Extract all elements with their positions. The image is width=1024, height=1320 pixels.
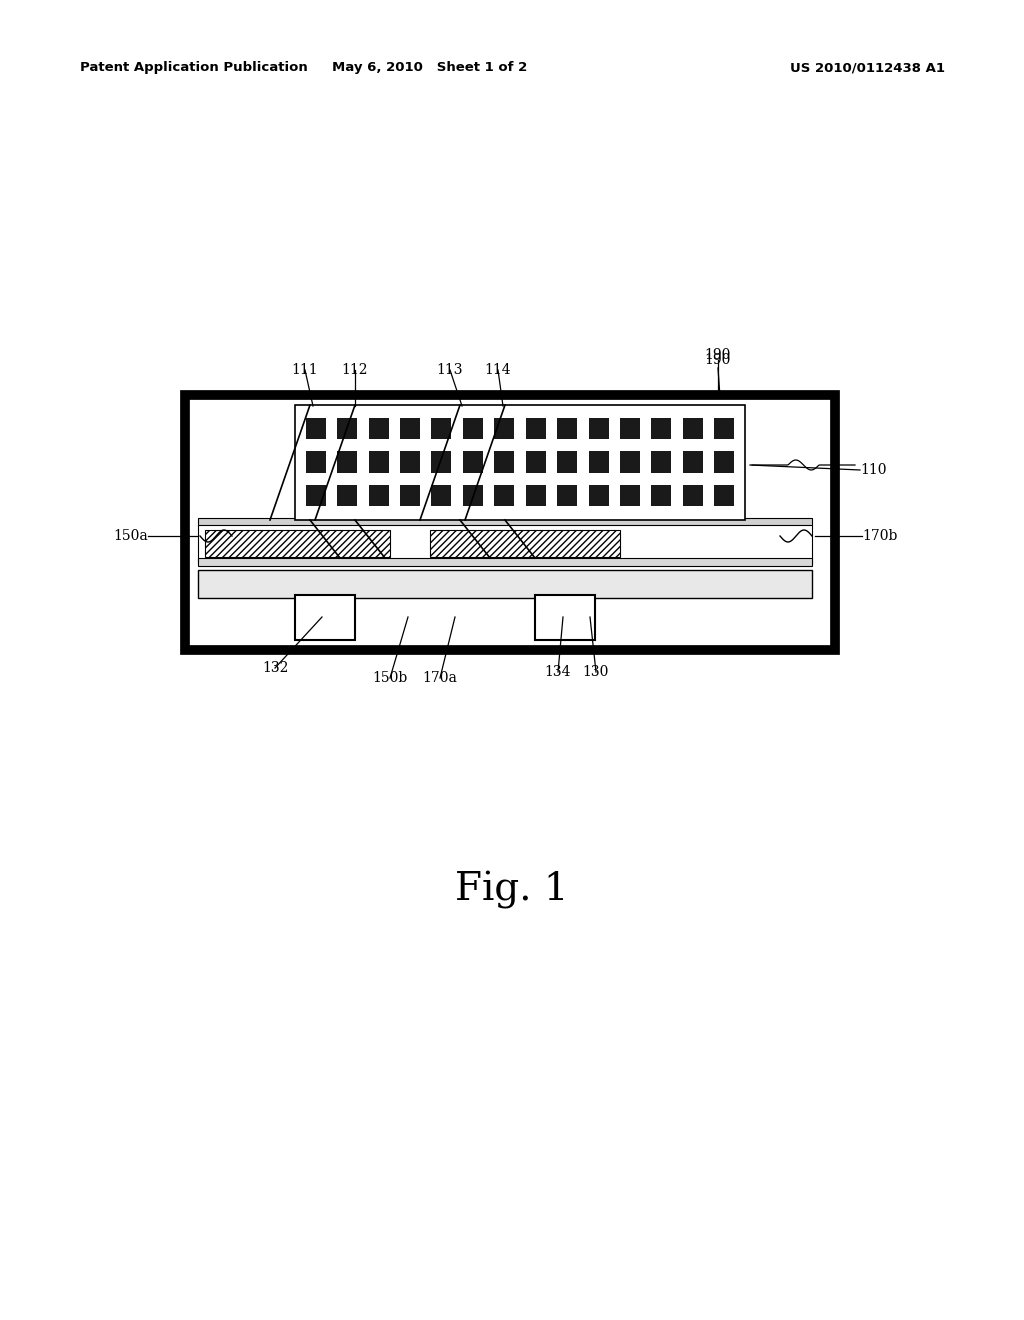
Bar xyxy=(337,418,357,440)
Text: 111: 111 xyxy=(292,363,318,378)
Bar xyxy=(305,484,326,506)
Bar xyxy=(305,451,326,473)
Bar xyxy=(337,451,357,473)
Bar xyxy=(400,484,420,506)
Bar xyxy=(463,451,483,473)
Bar xyxy=(683,451,702,473)
Bar xyxy=(369,418,389,440)
Bar xyxy=(589,451,608,473)
Text: 170b: 170b xyxy=(862,529,897,543)
Bar xyxy=(198,517,812,525)
Text: 130: 130 xyxy=(583,665,609,678)
Text: 150b: 150b xyxy=(373,671,408,685)
Text: 150a: 150a xyxy=(114,529,148,543)
Text: 114: 114 xyxy=(484,363,511,378)
Text: US 2010/0112438 A1: US 2010/0112438 A1 xyxy=(790,62,945,74)
Bar xyxy=(495,418,514,440)
Bar xyxy=(337,484,357,506)
Bar xyxy=(589,418,608,440)
Bar xyxy=(369,451,389,473)
Bar xyxy=(295,405,745,520)
Text: 190: 190 xyxy=(705,348,731,362)
Bar xyxy=(295,595,355,640)
Text: 112: 112 xyxy=(342,363,369,378)
Bar xyxy=(198,525,812,564)
Bar xyxy=(683,418,702,440)
Bar xyxy=(714,418,734,440)
Bar xyxy=(525,451,546,473)
Bar xyxy=(557,451,578,473)
Bar xyxy=(535,595,595,640)
Bar xyxy=(495,451,514,473)
Text: May 6, 2010   Sheet 1 of 2: May 6, 2010 Sheet 1 of 2 xyxy=(333,62,527,74)
Bar xyxy=(430,531,620,557)
Bar xyxy=(651,418,672,440)
Bar xyxy=(198,558,812,566)
Bar xyxy=(431,418,452,440)
Bar xyxy=(525,484,546,506)
Bar xyxy=(463,484,483,506)
Bar xyxy=(525,418,546,440)
Bar xyxy=(431,484,452,506)
Bar xyxy=(369,484,389,506)
Bar xyxy=(714,484,734,506)
Text: 170a: 170a xyxy=(423,671,458,685)
Text: 134: 134 xyxy=(545,665,571,678)
Bar xyxy=(557,418,578,440)
Bar xyxy=(305,418,326,440)
Text: Patent Application Publication: Patent Application Publication xyxy=(80,62,308,74)
Bar xyxy=(400,451,420,473)
Bar xyxy=(620,418,640,440)
Bar xyxy=(620,451,640,473)
Bar xyxy=(185,395,835,649)
Bar xyxy=(683,484,702,506)
Text: 110: 110 xyxy=(860,463,887,477)
Bar xyxy=(714,451,734,473)
Bar xyxy=(463,418,483,440)
Bar xyxy=(205,531,390,557)
Text: 190: 190 xyxy=(705,352,731,367)
Text: 113: 113 xyxy=(437,363,463,378)
Bar xyxy=(620,484,640,506)
Bar xyxy=(557,484,578,506)
Bar xyxy=(651,484,672,506)
Bar xyxy=(589,484,608,506)
Text: Fig. 1: Fig. 1 xyxy=(456,871,568,909)
Bar xyxy=(400,418,420,440)
Bar xyxy=(495,484,514,506)
Bar xyxy=(431,451,452,473)
Bar xyxy=(651,451,672,473)
Bar xyxy=(198,570,812,598)
Text: 132: 132 xyxy=(262,661,288,675)
